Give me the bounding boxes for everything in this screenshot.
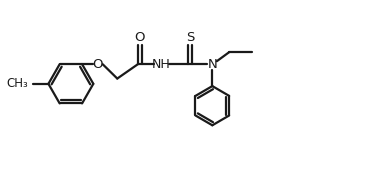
Text: O: O (135, 31, 145, 44)
Text: NH: NH (152, 58, 170, 71)
Text: O: O (93, 58, 103, 71)
Text: N: N (208, 58, 217, 71)
Text: S: S (186, 31, 194, 44)
Text: CH₃: CH₃ (6, 77, 28, 90)
